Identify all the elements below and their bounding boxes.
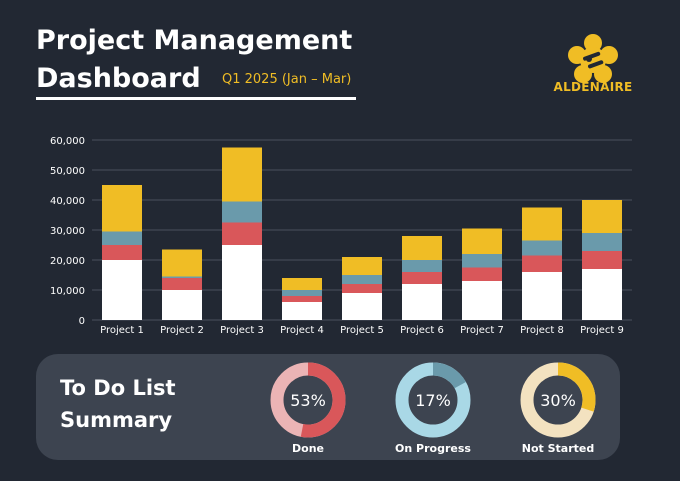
aldenaire-logo-icon — [568, 34, 618, 83]
x-tick-label: Project 2 — [160, 325, 204, 336]
bar-segment — [342, 275, 382, 284]
y-tick-label: 50,000 — [50, 166, 85, 177]
bar-segment — [402, 260, 442, 272]
bar-segment — [522, 240, 562, 256]
bar-segment — [102, 245, 142, 260]
donut-label: Done — [292, 442, 324, 455]
y-tick-label: 0 — [79, 316, 85, 327]
donut-label: On Progress — [395, 442, 471, 455]
donut-percent: 17% — [415, 391, 451, 410]
bar-segment — [282, 296, 322, 302]
x-tick-label: Project 7 — [460, 325, 504, 336]
y-tick-label: 40,000 — [50, 196, 85, 207]
bar-segment — [222, 222, 262, 245]
brand-name: ALDENAIRE — [553, 80, 633, 94]
bar-segment — [162, 290, 202, 320]
donut-arc — [395, 362, 471, 438]
bar-segment — [402, 236, 442, 260]
title-line-2: Dashboard — [36, 63, 201, 94]
donut-arc — [270, 362, 346, 438]
bar-segment — [162, 249, 202, 277]
bar-segment — [282, 302, 322, 320]
y-tick-label: 10,000 — [50, 286, 85, 297]
x-tick-label: Project 9 — [580, 325, 624, 336]
x-tick-label: Project 3 — [220, 325, 264, 336]
bar-segment — [222, 245, 262, 320]
donut-chart: 30% — [520, 362, 596, 438]
donut-arc — [520, 362, 596, 438]
bar-segment — [462, 281, 502, 320]
bar-segment — [162, 278, 202, 290]
bar-segment — [162, 276, 202, 278]
bar-segment — [102, 260, 142, 320]
title-line-1: Project Management — [36, 25, 353, 56]
todo-title-line-1: To Do List — [60, 376, 176, 400]
bar-segment — [582, 200, 622, 233]
bar-segment — [522, 272, 562, 320]
bar-segment — [222, 201, 262, 223]
bar-segment — [342, 257, 382, 275]
x-tick-label: Project 4 — [280, 325, 324, 336]
x-tick-label: Project 6 — [400, 325, 444, 336]
donut-percent: 53% — [290, 391, 326, 410]
donut-chart: 17% — [395, 362, 471, 438]
stacked-bar-chart: 0 10,000 20,000 30,000 40,000 50,000 60,000 Pro… — [50, 136, 632, 336]
x-tick-label: Project 5 — [340, 325, 384, 336]
y-tick-label: 20,000 — [50, 256, 85, 267]
title-underline — [36, 97, 356, 100]
bar-segment — [582, 269, 622, 320]
bar-segment — [462, 267, 502, 281]
bar-segment — [462, 228, 502, 254]
todo-summary-panel: To Do List Summary 53% Done 17% On Progress… — [36, 354, 620, 460]
bar-segment — [282, 290, 322, 296]
bar-segment — [402, 272, 442, 284]
bar-segment — [222, 147, 262, 202]
y-tick-label: 30,000 — [50, 226, 85, 237]
donut-percent: 30% — [540, 391, 576, 410]
todo-title-line-2: Summary — [60, 408, 173, 432]
donut-chart: 53% — [270, 362, 346, 438]
bar-segment — [522, 207, 562, 241]
bar-segment — [582, 251, 622, 269]
period-label: Q1 2025 (Jan – Mar) — [222, 72, 352, 87]
donut-label: Not Started — [521, 442, 595, 455]
bar-segment — [102, 231, 142, 245]
bar-segment — [582, 233, 622, 251]
bar-segment — [342, 293, 382, 320]
bar-segment — [102, 185, 142, 232]
x-tick-label: Project 1 — [100, 325, 144, 336]
bar-segment — [402, 284, 442, 320]
y-tick-label: 60,000 — [50, 136, 85, 147]
bar-segment — [342, 284, 382, 293]
bar-segment — [282, 278, 322, 290]
x-tick-label: Project 8 — [520, 325, 564, 336]
dashboard-title: Project Management Dashboard — [36, 22, 352, 98]
todo-summary-title: To Do List Summary — [60, 372, 176, 436]
bar-segment — [462, 254, 502, 268]
bar-segment — [522, 255, 562, 272]
